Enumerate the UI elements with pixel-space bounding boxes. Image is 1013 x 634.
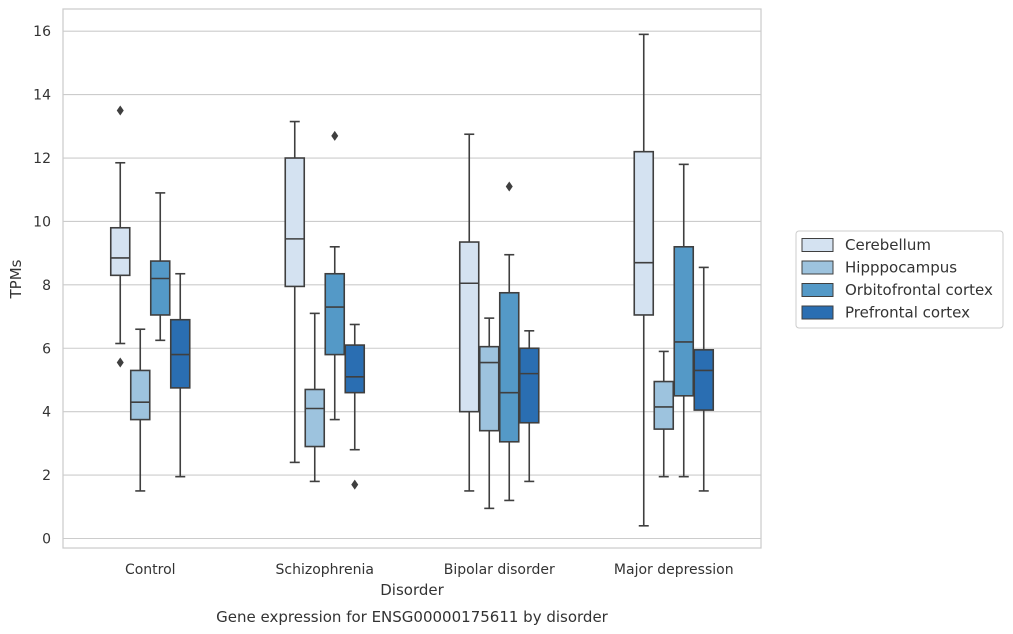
y-tick-label: 0 <box>42 531 51 547</box>
box <box>478 345 500 432</box>
y-axis-label: TPMs <box>7 259 25 299</box>
outlier-point <box>351 479 359 490</box>
box-group <box>633 33 655 527</box>
legend-label: Hipppocampus <box>845 259 957 277</box>
box <box>653 380 675 430</box>
box <box>324 272 346 356</box>
box-group <box>673 163 695 478</box>
y-tick-label: 12 <box>33 151 51 167</box>
box-group <box>109 105 131 368</box>
box-group <box>344 323 366 490</box>
legend-label: Orbitofrontal cortex <box>845 281 993 299</box>
box-plot-area <box>109 33 715 527</box>
box <box>149 260 171 316</box>
legend-swatch <box>801 283 834 297</box>
outlier-point <box>505 181 513 192</box>
x-tick-label: Bipolar disorder <box>444 562 555 578</box>
legend-label: Prefrontal cortex <box>845 304 970 322</box>
box-group <box>304 312 326 483</box>
box <box>693 349 715 411</box>
chart-title: Gene expression for ENSG00000175611 by d… <box>216 608 609 626</box>
y-tick-labels: 0 2 4 6 8 10 12 14 16 <box>33 24 51 547</box>
outlier-point <box>116 105 124 116</box>
legend-frame <box>795 230 1004 329</box>
box <box>498 291 520 443</box>
outlier-point <box>116 357 124 368</box>
y-tick-label: 2 <box>42 468 51 484</box>
box-group <box>498 181 520 502</box>
plot-frame <box>62 8 762 549</box>
box-group <box>324 130 346 421</box>
box <box>344 344 366 394</box>
box <box>109 226 131 277</box>
box <box>129 369 151 421</box>
x-tick-label: Schizophrenia <box>276 562 374 578</box>
box <box>284 157 306 288</box>
legend-swatch <box>801 305 834 320</box>
legend-items: Cerebellum Hipppocampus Orbitofrontal cort… <box>801 236 993 322</box>
y-tick-label: 6 <box>42 341 51 357</box>
box-group <box>169 272 191 478</box>
box <box>458 241 480 413</box>
box-group <box>693 266 715 492</box>
y-tick-label: 14 <box>33 88 51 104</box>
legend-swatch <box>801 260 834 275</box>
box-group <box>458 133 480 492</box>
legend: Cerebellum Hipppocampus Orbitofrontal cort… <box>795 230 1004 329</box>
y-tick-label: 4 <box>42 405 51 421</box>
x-tick-label: Major depression <box>614 562 734 578</box>
box <box>673 245 695 397</box>
box-group <box>284 120 306 464</box>
box-group <box>653 350 675 478</box>
y-tick-label: 8 <box>42 278 51 294</box>
x-axis-label: Disorder <box>380 581 444 599</box>
legend-swatch <box>801 238 834 252</box>
box-group <box>149 192 171 342</box>
y-tick-label: 16 <box>33 24 51 40</box>
legend-label: Cerebellum <box>845 236 931 254</box>
outlier-point <box>331 130 339 141</box>
box-group <box>478 317 500 510</box>
box <box>304 388 326 448</box>
y-tick-label: 10 <box>33 214 51 230</box>
box <box>518 347 540 424</box>
x-tick-label: Control <box>125 562 176 578</box>
box-group <box>129 328 151 492</box>
box <box>633 150 655 316</box>
box-group <box>518 330 540 483</box>
x-tick-labels: Control Schizophrenia Bipolar disorder Majo… <box>125 562 734 578</box>
